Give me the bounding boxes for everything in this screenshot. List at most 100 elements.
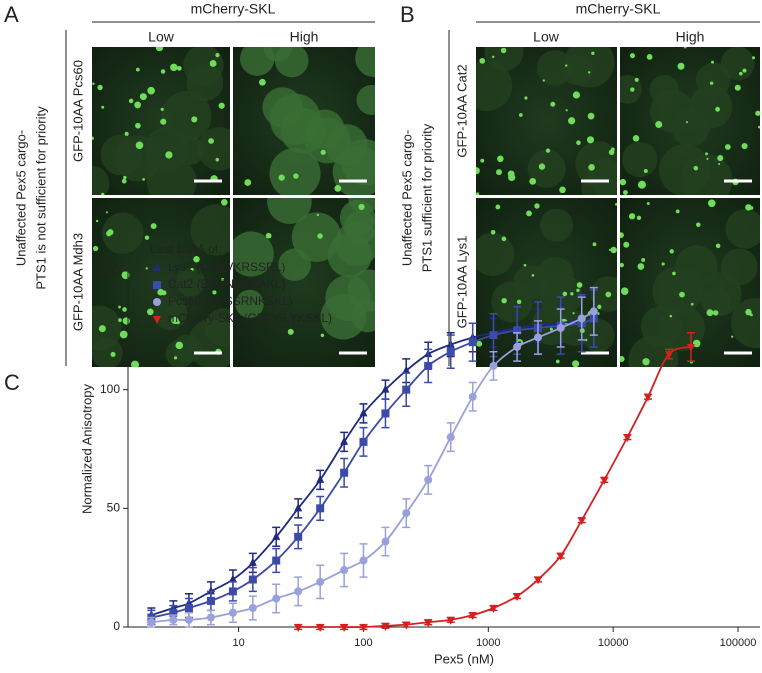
- peroxisome: [135, 141, 144, 150]
- peroxisome: [655, 120, 663, 128]
- peroxisome: [124, 131, 129, 136]
- peroxisome: [244, 179, 252, 186]
- point: [402, 365, 411, 374]
- peroxisome: [121, 178, 127, 184]
- peroxisome: [710, 60, 715, 64]
- peroxisome: [101, 105, 105, 109]
- peroxisome: [572, 360, 580, 367]
- peroxisome: [724, 144, 731, 150]
- peroxisome: [142, 177, 145, 181]
- cell: [92, 305, 122, 351]
- micrograph-content: [476, 203, 617, 367]
- point: [489, 605, 498, 614]
- x-axis-title: Pex5 (nM): [434, 651, 494, 666]
- peroxisome: [490, 229, 496, 235]
- peroxisome: [623, 241, 630, 248]
- cell: [356, 85, 375, 115]
- column-label: High: [676, 29, 705, 45]
- peroxisome: [144, 235, 150, 240]
- cell: [539, 273, 583, 317]
- point: [316, 474, 325, 483]
- point: [534, 576, 543, 585]
- peroxisome: [95, 219, 99, 223]
- cell: [590, 276, 617, 312]
- point: [643, 393, 652, 402]
- peroxisome: [320, 333, 325, 338]
- peroxisome: [549, 327, 553, 331]
- peroxisome: [496, 169, 502, 176]
- peroxisome: [160, 118, 167, 125]
- row-label: GFP-10AA Lys1: [454, 236, 469, 329]
- peroxisome: [672, 271, 676, 276]
- cell: [175, 135, 205, 165]
- peroxisome: [118, 305, 121, 309]
- point: [381, 384, 390, 393]
- chart: 0 50 100 150 10 100 1000 10000 100000 Pex5 (nM) No…: [79, 242, 760, 666]
- peroxisome: [661, 262, 665, 266]
- point: [340, 468, 349, 477]
- peroxisome: [545, 148, 551, 153]
- panel-letter: B: [400, 2, 415, 27]
- point: [381, 537, 390, 546]
- cell: [476, 60, 513, 112]
- cell: [652, 266, 702, 316]
- cell: [190, 204, 230, 256]
- point: [359, 624, 368, 632]
- peroxisome: [669, 314, 673, 318]
- point: [600, 476, 609, 485]
- peroxisome: [98, 325, 106, 333]
- fit-line: [298, 346, 692, 628]
- peroxisome: [123, 175, 127, 180]
- peroxisome: [287, 328, 294, 335]
- fit-line: [151, 310, 595, 616]
- peroxisome: [707, 199, 716, 208]
- cell: [527, 149, 566, 188]
- peroxisome: [669, 249, 674, 254]
- point: [513, 593, 522, 602]
- cell: [183, 47, 224, 86]
- cell: [101, 212, 144, 255]
- cell: [197, 127, 230, 171]
- point: [686, 343, 695, 352]
- peroxisome: [97, 84, 103, 91]
- cell: [332, 146, 375, 195]
- point: [248, 604, 257, 613]
- legend-marker: [153, 281, 161, 289]
- cell: [327, 232, 372, 278]
- peroxisome: [610, 147, 615, 152]
- legend-label: Pcs60 (AKSSRNKSKL): [168, 294, 293, 308]
- point: [228, 608, 237, 617]
- peroxisome: [122, 307, 127, 312]
- point: [513, 342, 522, 351]
- peroxisome: [209, 59, 217, 67]
- peroxisome: [476, 340, 483, 347]
- point: [248, 557, 257, 566]
- peroxisome: [501, 297, 507, 304]
- peroxisome: [717, 154, 724, 162]
- point: [556, 323, 565, 332]
- peroxisome: [709, 81, 714, 85]
- peroxisome: [529, 178, 537, 185]
- peroxisome: [118, 318, 122, 323]
- peroxisome: [758, 125, 760, 129]
- y-tick-label: 100: [100, 382, 120, 396]
- peroxisome: [632, 135, 640, 142]
- point: [169, 608, 178, 617]
- peroxisome: [173, 356, 178, 360]
- peroxisome: [265, 232, 272, 239]
- peroxisome: [715, 243, 721, 249]
- row-label: GFP-10AA Pcs60: [70, 60, 85, 162]
- peroxisome: [526, 210, 532, 217]
- peroxisome: [576, 288, 580, 293]
- legend-label: Lys1 (CARVKRSSRL): [168, 260, 285, 274]
- cell: [92, 165, 110, 195]
- peroxisome: [620, 262, 624, 268]
- cell: [725, 209, 760, 249]
- point: [424, 361, 433, 370]
- peroxisome: [572, 91, 580, 99]
- peroxisome: [637, 180, 646, 189]
- peroxisome: [160, 107, 164, 111]
- point: [359, 408, 368, 417]
- point: [184, 604, 193, 613]
- peroxisome: [135, 67, 140, 72]
